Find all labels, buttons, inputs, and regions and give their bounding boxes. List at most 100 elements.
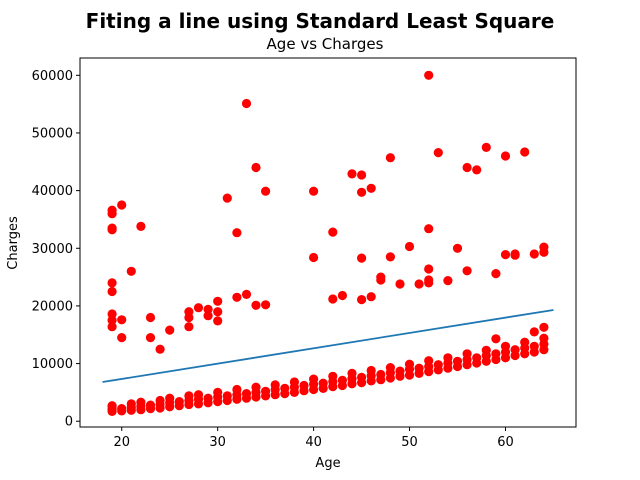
data-point <box>328 294 338 304</box>
data-point <box>117 200 127 210</box>
data-point <box>443 276 453 286</box>
data-point <box>529 249 539 259</box>
y-tick-label: 20000 <box>32 299 73 314</box>
data-point <box>213 307 223 317</box>
data-point <box>155 344 165 354</box>
data-point <box>145 400 156 410</box>
data-point <box>424 70 434 80</box>
data-point <box>347 368 357 378</box>
data-point <box>145 312 156 323</box>
data-point <box>241 389 252 399</box>
data-point <box>424 356 434 366</box>
data-point <box>184 391 194 401</box>
data-point <box>395 366 405 376</box>
data-point <box>491 334 501 344</box>
data-point <box>424 278 434 288</box>
data-point <box>357 253 367 263</box>
data-point <box>261 300 271 310</box>
x-tick-label: 20 <box>113 435 130 450</box>
data-point <box>404 359 415 369</box>
data-point <box>328 227 338 237</box>
data-point <box>385 363 395 373</box>
data-point <box>309 374 319 384</box>
data-point <box>126 266 136 276</box>
data-point <box>165 393 175 403</box>
data-point <box>500 250 511 260</box>
x-tick-label: 50 <box>401 435 418 450</box>
data-point <box>328 371 338 381</box>
data-point <box>452 243 463 253</box>
data-point <box>203 304 213 314</box>
x-tick-label: 60 <box>497 435 514 450</box>
data-point <box>213 316 223 326</box>
data-point <box>126 399 136 409</box>
data-point <box>357 372 367 382</box>
data-point <box>107 286 117 297</box>
data-point <box>107 209 117 219</box>
data-point <box>376 369 386 380</box>
data-point <box>414 279 424 289</box>
data-point <box>117 333 127 343</box>
data-point <box>270 380 280 390</box>
data-point <box>107 309 117 319</box>
data-point <box>222 193 232 203</box>
data-point <box>107 225 117 235</box>
data-point <box>424 224 434 234</box>
data-point <box>232 228 242 238</box>
data-point <box>261 186 271 196</box>
data-point <box>309 186 319 196</box>
chart-title: Age vs Charges <box>267 35 384 53</box>
data-point <box>366 365 376 376</box>
data-point <box>213 296 223 306</box>
data-point <box>261 386 271 396</box>
y-tick-label: 60000 <box>32 69 73 84</box>
axes-frame <box>79 57 577 428</box>
x-tick-label: 30 <box>209 435 226 450</box>
data-point <box>251 382 261 392</box>
data-point <box>414 363 424 373</box>
x-axis-label: Age <box>315 456 340 471</box>
data-point <box>165 325 175 335</box>
data-point <box>241 289 252 299</box>
data-point <box>404 241 415 252</box>
data-point <box>462 266 472 276</box>
data-point <box>491 349 501 359</box>
data-point <box>357 170 367 180</box>
data-point <box>107 315 117 325</box>
fit-line <box>102 309 554 383</box>
data-point <box>510 345 520 355</box>
data-point <box>366 183 376 193</box>
chart-suptitle: Fiting a line using Standard Least Squar… <box>86 9 555 33</box>
data-point <box>213 387 223 397</box>
data-point <box>107 322 117 332</box>
data-point <box>193 303 204 313</box>
data-point <box>539 322 549 332</box>
data-point <box>337 375 347 385</box>
y-tick-label: 50000 <box>32 126 73 141</box>
data-point <box>117 404 127 414</box>
data-point <box>424 264 434 274</box>
y-tick-label: 10000 <box>32 357 73 372</box>
data-point <box>529 341 539 351</box>
data-point <box>395 279 405 289</box>
data-point <box>251 162 261 173</box>
data-point <box>385 153 395 163</box>
data-point <box>529 327 539 337</box>
data-point <box>289 377 299 387</box>
data-point <box>443 353 453 363</box>
data-point <box>107 278 117 288</box>
data-point <box>184 322 194 332</box>
data-point <box>203 311 213 321</box>
data-point <box>462 349 472 359</box>
data-point <box>433 360 443 370</box>
data-point <box>357 187 367 197</box>
data-point <box>136 221 146 231</box>
data-point <box>117 315 127 325</box>
data-point <box>155 395 165 406</box>
data-point <box>481 345 491 355</box>
data-point <box>520 147 530 157</box>
data-point <box>539 333 549 343</box>
data-point <box>318 378 328 388</box>
